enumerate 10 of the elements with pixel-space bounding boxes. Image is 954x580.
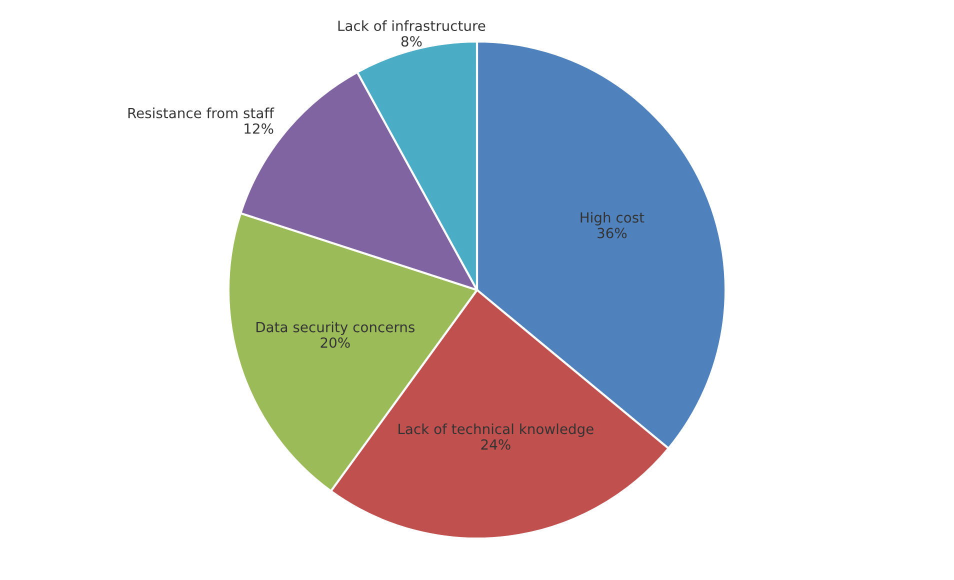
data-label: 12% bbox=[244, 123, 274, 134]
slice-label: Lack of technical knowledge bbox=[398, 423, 594, 437]
data-label: 20% bbox=[320, 337, 350, 348]
data-label: 8% bbox=[401, 36, 422, 47]
slice-label: Data security concerns bbox=[256, 322, 415, 336]
slice-label: Resistance from staff bbox=[128, 108, 274, 118]
data-label: 36% bbox=[598, 228, 627, 238]
data-label: 24% bbox=[481, 439, 510, 450]
slice-label: High cost bbox=[580, 212, 644, 226]
slice-label: Lack of infrastructure bbox=[338, 20, 486, 32]
